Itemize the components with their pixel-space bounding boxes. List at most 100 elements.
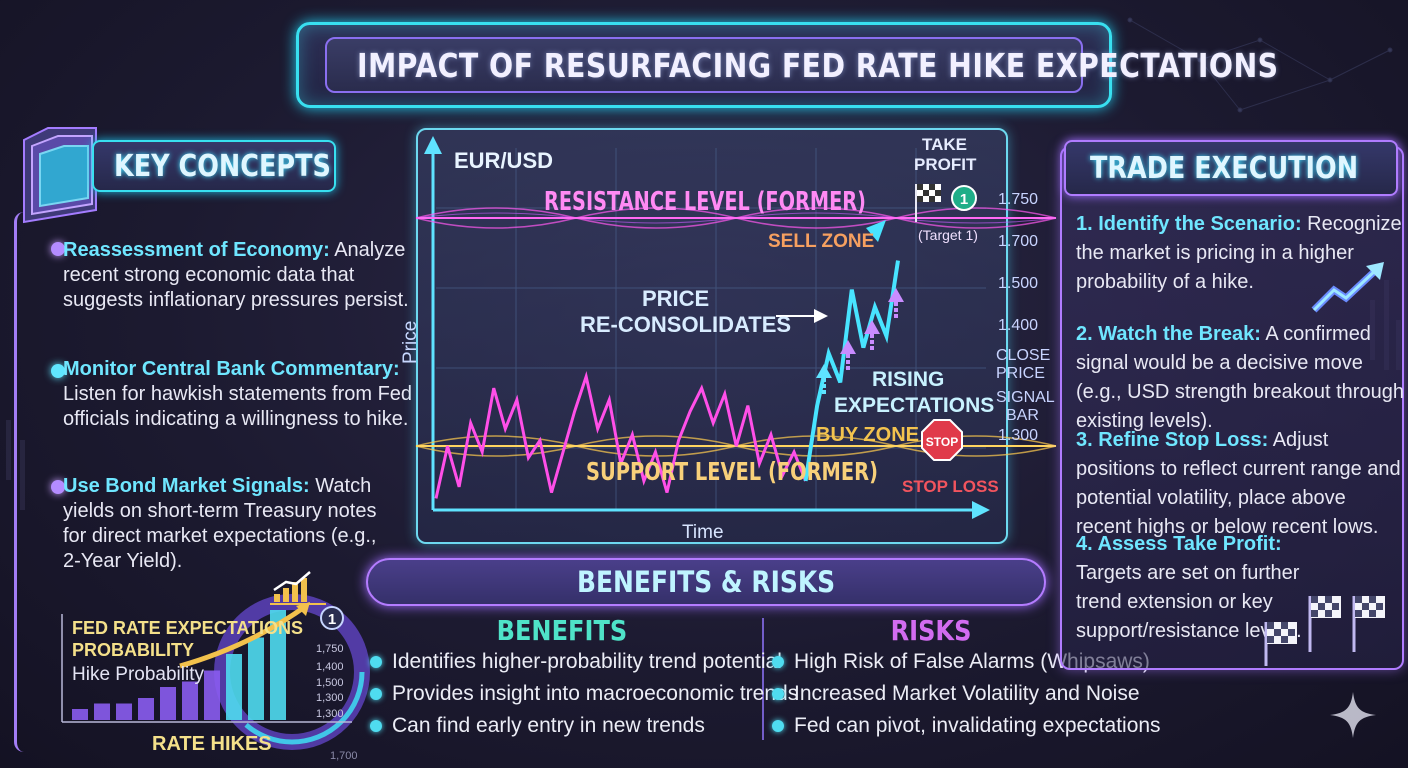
mini-bar	[204, 670, 220, 720]
concept-bullet-icon	[51, 364, 65, 378]
y-axis-arrow-icon	[424, 136, 442, 154]
concept-bullet-icon	[51, 242, 65, 256]
y-tick-label: 1.500	[998, 275, 1038, 292]
step-heading: 2. Watch the Break:	[1076, 323, 1261, 345]
mini-scale-label: 1,300	[316, 692, 344, 704]
mini-bar	[160, 687, 176, 720]
mini-chart-title: FED RATE EXPECTATIONS	[72, 618, 303, 638]
rising-label-2: EXPECTATIONS	[834, 394, 994, 417]
folder-icon	[23, 127, 97, 224]
mini-bottom-value: 1,700	[330, 750, 358, 762]
concept-heading: Reassessment of Economy:	[63, 239, 330, 261]
take-profit-label-2: PROFIT	[914, 155, 977, 174]
main-chart-frame	[416, 128, 1008, 544]
signal-bar-label: SIGNAL	[996, 389, 1055, 406]
benefits-risks-title: BENEFITS & RISKS	[576, 565, 836, 599]
benefit-item: Can find early entry in new trends	[368, 710, 798, 742]
take-profit-label: TAKE	[922, 135, 967, 154]
resistance-label: RESISTANCE LEVEL (FORMER)	[544, 187, 866, 217]
trade-step: 2. Watch the Break: A confirmed signal w…	[1076, 320, 1406, 436]
title-banner: IMPACT OF RESURFACING FED RATE HIKE EXPE…	[296, 22, 1278, 108]
y-tick-label: 1.400	[998, 317, 1038, 334]
rising-label: RISING	[872, 368, 944, 391]
benefits-risks-header: BENEFITS & RISKS	[366, 558, 1046, 606]
step-heading: 1. Identify the Scenario:	[1076, 213, 1302, 235]
benefits-list: Identifies higher-probability trend pote…	[368, 646, 798, 742]
target-badge-number: 1	[960, 191, 968, 208]
mini-badge-number: 1	[328, 611, 336, 628]
step-text: Targets are set on further trend extensi…	[1076, 562, 1302, 642]
close-price-label-2: PRICE	[996, 365, 1045, 382]
mini-bar	[182, 681, 198, 720]
concept-text: Analyze recent strong economic data that…	[63, 239, 409, 311]
y-axis-label: Price	[400, 321, 421, 364]
resistance-band	[415, 207, 1057, 229]
upward-trend-icon	[1311, 262, 1384, 313]
trade-step: 3. Refine Stop Loss: Adjust positions to…	[1076, 426, 1406, 542]
step-heading: 4. Assess Take Profit:	[1076, 533, 1282, 555]
stop-sign-icon	[921, 419, 963, 461]
trade-step: 4. Assess Take Profit: Targets are set o…	[1076, 530, 1326, 646]
concept-bullet-icon	[51, 480, 65, 494]
key-concepts-title: KEY CONCEPTS	[114, 148, 331, 184]
x-axis-arrow-icon	[972, 501, 990, 519]
mini-chart-title-2: PROBABILITY	[72, 640, 194, 660]
risk-item: Increased Market Volatility and Noise	[770, 678, 1161, 710]
concept-item: Reassessment of Economy: Analyze recent …	[63, 238, 413, 313]
page-title: IMPACT OF RESURFACING FED RATE HIKE EXPE…	[357, 45, 1279, 85]
step-text: Adjust positions to reflect current rang…	[1076, 429, 1401, 538]
mini-bar	[226, 654, 242, 720]
target-label: (Target 1)	[918, 227, 978, 243]
key-concepts-panel: Reassessment of Economy: Analyze recent …	[14, 212, 416, 752]
buy-zone-label: BUY ZONE	[816, 424, 919, 446]
mini-scale-label: 1,750	[316, 643, 344, 655]
mini-bar	[270, 610, 286, 720]
step-text: A confirmed signal would be a decisive m…	[1076, 323, 1404, 432]
fed-probability-chart: 1 FED RATE EXPECTATIONS PROBABILITY Hike…	[61, 571, 370, 762]
benefits-title: BENEFITS	[496, 614, 628, 647]
mini-bar	[94, 703, 110, 720]
concept-heading: Monitor Central Bank Commentary:	[63, 358, 400, 380]
price-note-label: PRICE	[642, 286, 709, 311]
risks-title: RISKS	[890, 614, 972, 647]
trade-execution-title: TRADE EXECUTION	[1090, 150, 1359, 186]
support-label: SUPPORT LEVEL (FORMER)	[586, 457, 878, 486]
mini-growth-icon	[270, 571, 326, 605]
mini-chart-footer: RATE HIKES	[152, 733, 272, 755]
benefit-item: Identifies higher-probability trend pote…	[368, 646, 798, 678]
concept-item: Use Bond Market Signals: Watch yields on…	[63, 474, 383, 574]
trade-step: 1. Identify the Scenario: Recognize the …	[1076, 210, 1406, 297]
trade-execution-panel: 1. Identify the Scenario: Recognize the …	[1060, 146, 1404, 670]
rising-arrows	[816, 288, 904, 394]
mini-bar	[116, 703, 132, 720]
finish-flags-icon	[1264, 596, 1385, 666]
y-tick-label: 1.750	[998, 191, 1038, 208]
price-path-breakout	[803, 260, 900, 482]
price-path-consolidation	[434, 370, 807, 499]
concept-text: Watch yields on short-term Treasury note…	[63, 475, 377, 572]
mini-bar	[72, 709, 88, 720]
y-tick-label: 1.700	[998, 233, 1038, 250]
step-heading: 3. Refine Stop Loss:	[1076, 429, 1269, 451]
mini-scale-label: 1,500	[316, 677, 344, 689]
mini-chart-subtitle: Hike Probability	[72, 664, 204, 685]
price-note-label-2: RE-CONSOLIDATES	[580, 312, 791, 337]
main-chart: EUR/USD Price Time RESISTANCE LEVEL (FOR…	[400, 135, 1057, 543]
mini-bar	[138, 698, 154, 720]
trade-execution-header: TRADE EXECUTION	[1064, 140, 1398, 196]
mini-scale-label: 1,400	[316, 661, 344, 673]
step-text: Recognize the market is pricing in a hig…	[1076, 213, 1402, 293]
chart-pair-label: EUR/USD	[454, 148, 553, 173]
benefit-item: Provides insight into macroeconomic tren…	[368, 678, 798, 710]
mini-bar	[248, 637, 264, 720]
stop-sign-text: STOP	[926, 435, 958, 449]
sparkle-icon	[1330, 692, 1376, 738]
concept-text: Listen for hawkish statements from Fed o…	[63, 383, 413, 430]
mini-scale-label: 1,300	[316, 708, 344, 720]
concept-item: Monitor Central Bank Commentary: Listen …	[63, 357, 413, 432]
reconsolidate-arrow-icon	[814, 309, 828, 323]
x-axis-label: Time	[682, 522, 724, 543]
y-tick-label: 1.300	[998, 427, 1038, 444]
breakout-arrow-icon	[866, 220, 886, 242]
checkered-flag-icon	[915, 184, 941, 222]
